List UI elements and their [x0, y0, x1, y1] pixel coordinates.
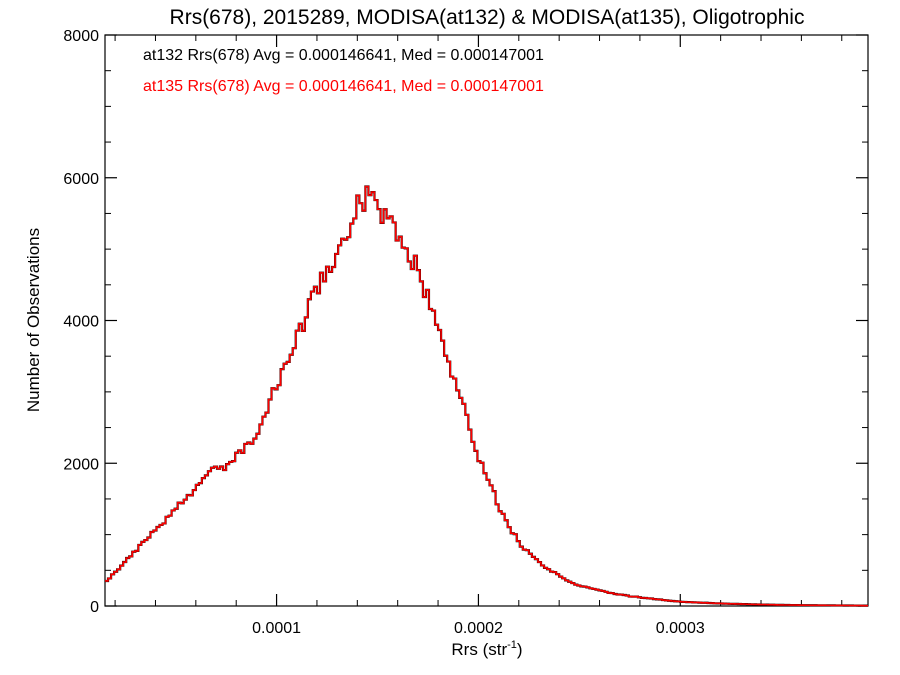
series-annotation-at132: at132 Rrs(678) Avg = 0.000146641, Med = …	[143, 47, 544, 64]
series-annotation-at135: at135 Rrs(678) Avg = 0.000146641, Med = …	[143, 78, 544, 95]
x-tick-label: 0.0002	[454, 620, 503, 637]
series-line-at132	[105, 185, 868, 607]
x-tick-label: 0.0003	[656, 620, 705, 637]
x-axis-label: Rrs (str-1)	[451, 639, 522, 659]
y-tick-label: 4000	[63, 314, 99, 331]
x-tick-label: 0.0001	[252, 620, 301, 637]
y-tick-label: 2000	[63, 456, 99, 473]
series-line-at135	[105, 185, 868, 607]
x-axis-label-superscript: -1	[507, 639, 517, 651]
series-layer	[105, 185, 868, 607]
y-tick-label: 8000	[63, 28, 99, 45]
plot-frame	[104, 34, 869, 607]
y-axis-label: Number of Observations	[24, 228, 43, 412]
x-axis-label-end: )	[517, 640, 523, 659]
y-tick-label: 6000	[63, 171, 99, 188]
chart-title: Rrs(678), 2015289, MODISA(at132) & MODIS…	[170, 6, 805, 29]
x-axis-label-main: Rrs (str	[451, 640, 507, 659]
y-axis-ticks: 0 2000 4000 6000 8000	[63, 28, 868, 616]
x-axis-ticks: 0.0001 0.0002 0.0003	[114, 35, 843, 637]
y-tick-label: 0	[90, 599, 99, 616]
